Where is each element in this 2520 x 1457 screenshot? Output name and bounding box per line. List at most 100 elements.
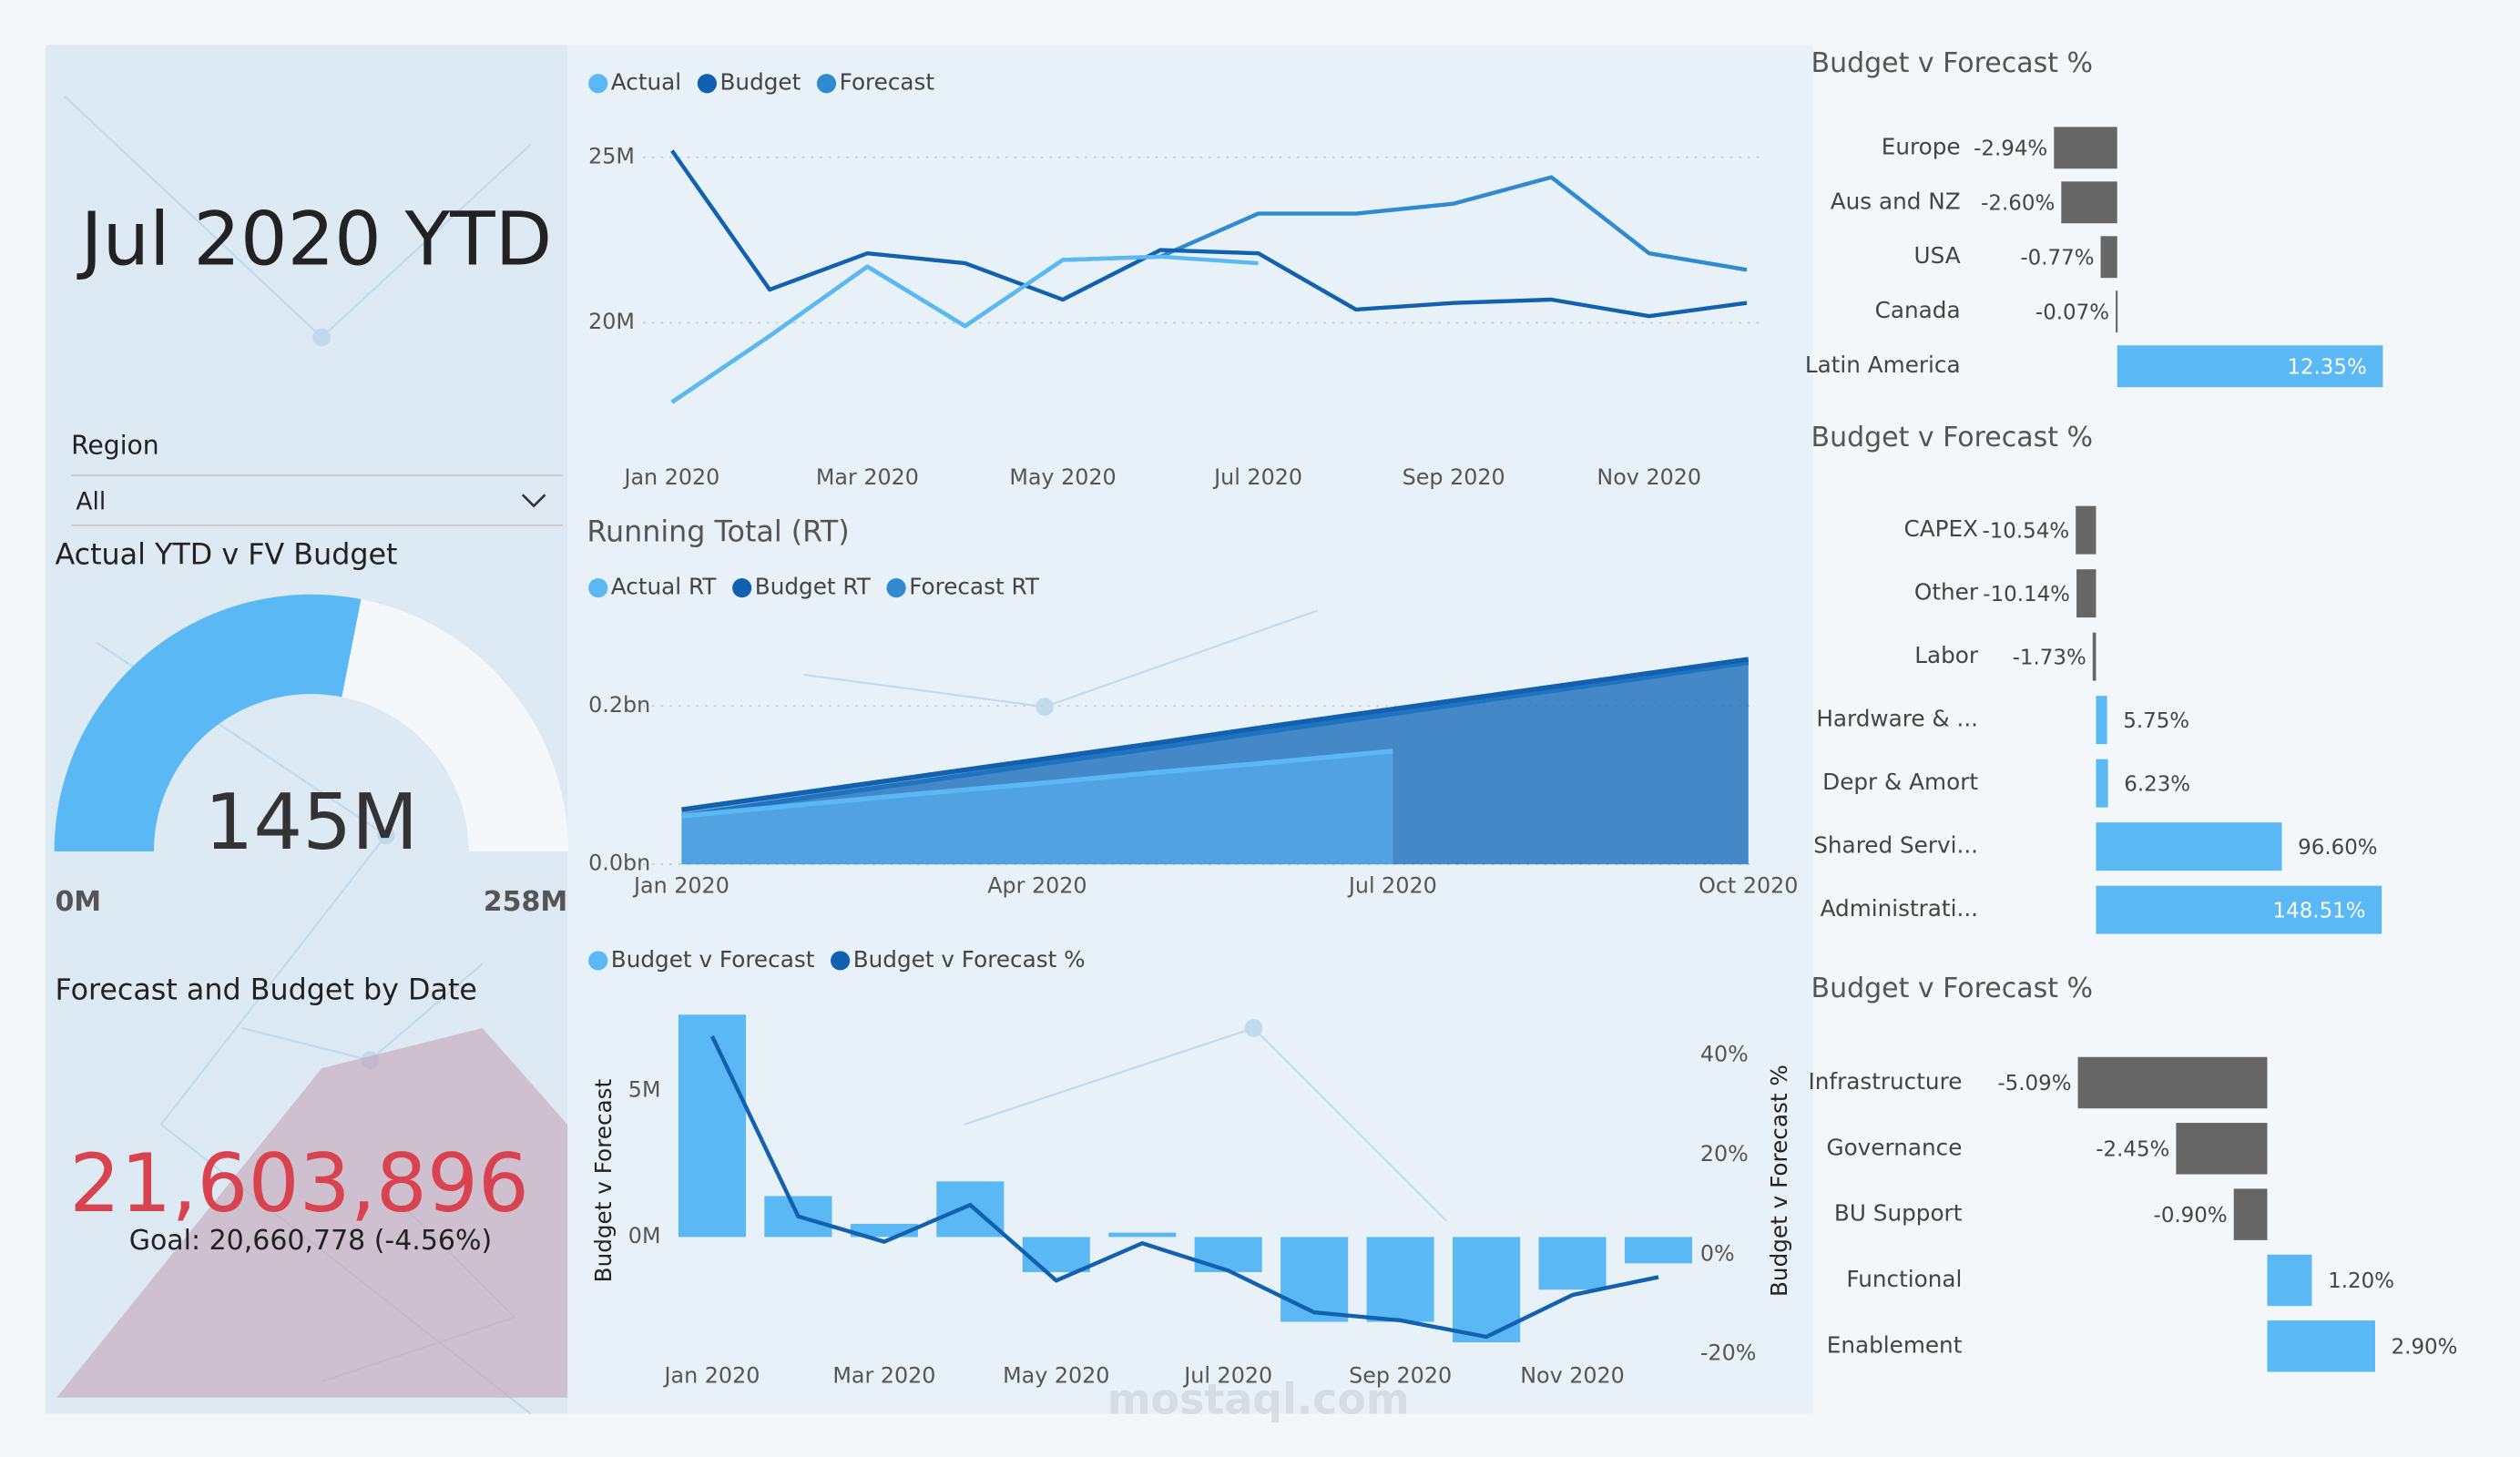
y2-axis-title: Budget v Forecast % (1766, 1065, 1792, 1297)
category-label: Canada (1875, 297, 1961, 323)
bar (1194, 1237, 1262, 1272)
legend-marker (588, 74, 608, 94)
y-tick-label: 20M (588, 309, 635, 334)
y-tick-label: 40% (1700, 1042, 1749, 1067)
bar (2233, 1188, 2268, 1240)
y-tick-label: 0.2bn (588, 692, 650, 718)
y-tick-label: 0M (628, 1223, 661, 1248)
category-label: Europe (1882, 133, 1961, 159)
y-tick-label: 0% (1700, 1240, 1735, 1266)
x-tick-label: Mar 2020 (816, 464, 919, 490)
series-line (670, 149, 1748, 319)
kpi-title: Forecast and Budget by Date (55, 973, 476, 1006)
series-line (670, 254, 1259, 404)
x-tick-label: Nov 2020 (1597, 464, 1701, 490)
bar (2267, 1254, 2312, 1307)
bar (1280, 1237, 1349, 1322)
bar (2076, 505, 2097, 555)
x-tick-label: Sep 2020 (1349, 1362, 1452, 1388)
x-tick-label: Jan 2020 (663, 1362, 760, 1388)
bar (2176, 1123, 2268, 1175)
y-tick-label: 20% (1700, 1141, 1749, 1167)
data-label: -2.60% (1981, 192, 2055, 216)
bar (678, 1014, 747, 1238)
slicer-label: Region (71, 430, 159, 460)
series-line (681, 749, 1393, 819)
legend-marker (588, 578, 608, 598)
x-tick-label: Jan 2020 (622, 464, 719, 490)
data-label: 12.35% (2287, 355, 2366, 379)
y-tick-label: -20% (1700, 1340, 1756, 1366)
y-tick-label: 5M (628, 1076, 661, 1102)
y-axis-title: Budget v Forecast (590, 1078, 617, 1282)
data-label: 2.90% (2392, 1336, 2458, 1360)
chart-title: Budget v Forecast % (1811, 47, 2093, 79)
bar (1366, 1237, 1434, 1322)
category-label: Latin America (1805, 352, 1961, 378)
x-tick-label: May 2020 (1009, 464, 1116, 490)
category-label: Hardware & ... (1816, 706, 1978, 732)
y-tick-label: 25M (588, 143, 635, 168)
category-label: Administrati... (1821, 895, 1978, 922)
category-label: Infrastructure (1808, 1068, 1962, 1095)
category-label: Shared Servi... (1813, 832, 1978, 859)
data-label: -0.90% (2154, 1204, 2228, 1228)
category-label: CAPEX (1904, 515, 1979, 542)
category-label: USA (1914, 242, 1961, 269)
category-label: Governance (1826, 1134, 1962, 1160)
x-tick-label: Sep 2020 (1403, 464, 1505, 490)
legend-label: Budget RT (755, 574, 872, 600)
series-area (681, 750, 1393, 865)
category-label: Aus and NZ (1831, 188, 1961, 214)
bar (1538, 1237, 1607, 1290)
legend-marker (816, 74, 837, 94)
legend-label: Actual (611, 69, 681, 96)
bar (2096, 759, 2108, 808)
data-label: -10.14% (1983, 583, 2070, 606)
series-line (681, 657, 1750, 812)
legend-marker (831, 951, 851, 971)
bar (1108, 1232, 1177, 1238)
kpi-value: 21,603,896 (69, 1136, 529, 1230)
page-title: Jul 2020 YTD (77, 198, 553, 283)
bar (2096, 822, 2282, 871)
category-label: Depr & Amort (1822, 769, 1978, 795)
x-tick-label: Apr 2020 (987, 872, 1087, 898)
data-label: 6.23% (2124, 772, 2190, 796)
data-label: -0.77% (2020, 247, 2094, 270)
legend-label: Budget v Forecast (611, 946, 815, 973)
category-label: BU Support (1834, 1200, 1963, 1227)
legend-label: Budget (720, 69, 801, 96)
data-label: -2.45% (2096, 1138, 2169, 1162)
x-tick-label: Nov 2020 (1520, 1362, 1625, 1388)
bar (2092, 632, 2097, 681)
data-label: 1.20% (2328, 1269, 2394, 1293)
gauge-value: 145M (205, 777, 419, 867)
series-line (709, 1034, 1659, 1340)
gauge-title: Actual YTD v FV Budget (55, 538, 397, 571)
category-label: Enablement (1827, 1331, 1963, 1358)
gauge-max: 258M (484, 886, 567, 918)
bar (2061, 181, 2117, 224)
bar (2076, 569, 2097, 618)
bar (2096, 885, 2382, 934)
category-label: Other (1914, 579, 1979, 606)
gauge-value-arc (54, 594, 362, 851)
bar (2096, 696, 2107, 745)
bar (936, 1181, 1005, 1238)
data-label: -0.07% (2035, 301, 2109, 324)
y-tick-label: 0.0bn (588, 851, 650, 876)
slicer-value[interactable]: All (76, 488, 106, 516)
legend-marker (732, 578, 752, 598)
bar (2100, 236, 2117, 279)
bar (1022, 1237, 1090, 1272)
x-tick-label: Jan 2020 (632, 872, 729, 898)
data-label: -5.09% (1997, 1072, 2071, 1095)
slicer-chevron[interactable] (521, 494, 546, 508)
x-tick-label: May 2020 (1003, 1362, 1109, 1388)
bar (2077, 1056, 2268, 1109)
bar (2116, 290, 2118, 333)
category-label: Labor (1914, 642, 1979, 668)
category-label: Functional (1846, 1266, 1962, 1292)
